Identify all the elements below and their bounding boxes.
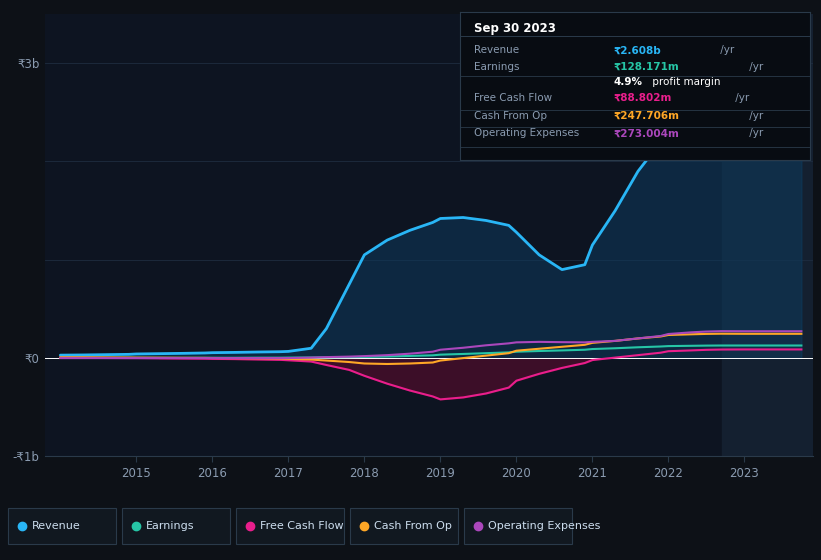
FancyBboxPatch shape — [8, 508, 116, 544]
Text: Operating Expenses: Operating Expenses — [488, 521, 600, 531]
Text: 4.9%: 4.9% — [614, 77, 643, 87]
Text: /yr: /yr — [746, 62, 764, 72]
Text: Revenue: Revenue — [32, 521, 80, 531]
Text: Free Cash Flow: Free Cash Flow — [474, 93, 553, 103]
Text: ₹247.706m: ₹247.706m — [614, 111, 680, 120]
Text: Revenue: Revenue — [474, 45, 519, 55]
Bar — [722, 14, 813, 456]
Text: profit margin: profit margin — [649, 77, 721, 87]
FancyBboxPatch shape — [464, 508, 572, 544]
Text: ₹273.004m: ₹273.004m — [614, 128, 680, 138]
FancyBboxPatch shape — [122, 508, 230, 544]
Text: Earnings: Earnings — [146, 521, 195, 531]
FancyBboxPatch shape — [236, 508, 344, 544]
Text: Cash From Op: Cash From Op — [474, 111, 547, 120]
Text: /yr: /yr — [732, 93, 749, 103]
Text: /yr: /yr — [746, 128, 764, 138]
Text: Free Cash Flow: Free Cash Flow — [260, 521, 344, 531]
Text: Cash From Op: Cash From Op — [374, 521, 452, 531]
Text: ₹2.608b: ₹2.608b — [614, 45, 662, 55]
Text: Sep 30 2023: Sep 30 2023 — [474, 22, 556, 35]
Text: ₹128.171m: ₹128.171m — [614, 62, 680, 72]
Text: ₹88.802m: ₹88.802m — [614, 93, 672, 103]
Text: Operating Expenses: Operating Expenses — [474, 128, 580, 138]
Text: /yr: /yr — [717, 45, 734, 55]
FancyBboxPatch shape — [350, 508, 458, 544]
Text: /yr: /yr — [746, 111, 764, 120]
Text: Earnings: Earnings — [474, 62, 520, 72]
